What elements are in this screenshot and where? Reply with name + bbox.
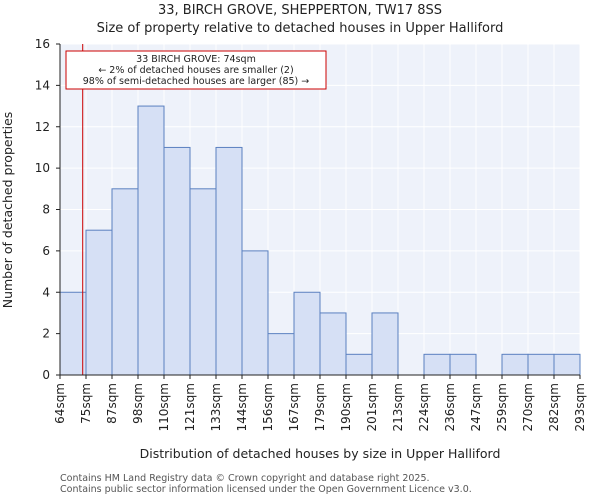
histogram-bar bbox=[85, 229, 113, 376]
x-tick-label: 144sqm bbox=[235, 383, 249, 431]
x-tick-label: 224sqm bbox=[417, 383, 431, 431]
x-tick-label: 247sqm bbox=[469, 383, 483, 431]
x-tick-label: 87sqm bbox=[105, 383, 119, 424]
y-tick-label: 10 bbox=[35, 161, 50, 175]
histogram-bar bbox=[189, 188, 217, 376]
y-tick-label: 16 bbox=[35, 37, 50, 51]
annotation-background bbox=[65, 50, 327, 90]
histogram-bar bbox=[423, 353, 451, 376]
plot-area: 33 BIRCH GROVE: 74sqm ← 2% of detached h… bbox=[35, 37, 587, 431]
y-tick-label: 2 bbox=[42, 327, 50, 341]
y-tick-label: 4 bbox=[42, 285, 50, 299]
annotation-line-2: ← 2% of detached houses are smaller (2) bbox=[98, 65, 293, 76]
histogram-bar bbox=[345, 353, 373, 376]
annotation-line-1: 33 BIRCH GROVE: 74sqm bbox=[136, 54, 256, 65]
histogram-bar bbox=[215, 146, 243, 376]
histogram-bar bbox=[241, 250, 269, 376]
x-tick-label: 293sqm bbox=[573, 383, 587, 431]
x-tick-label: 121sqm bbox=[183, 383, 197, 431]
annotation-line-3: 98% of semi-detached houses are larger (… bbox=[83, 76, 310, 87]
x-tick-label: 156sqm bbox=[261, 383, 275, 431]
x-tick-label: 236sqm bbox=[443, 383, 457, 431]
y-tick-label: 0 bbox=[42, 368, 50, 382]
x-tick-label: 179sqm bbox=[313, 383, 327, 431]
x-tick-label: 98sqm bbox=[131, 383, 145, 424]
x-axis-label: Distribution of detached houses by size … bbox=[140, 446, 501, 461]
x-tick-label: 190sqm bbox=[339, 383, 353, 431]
x-tick-label: 75sqm bbox=[79, 383, 93, 424]
y-tick-label: 12 bbox=[35, 120, 50, 134]
y-tick-label: 6 bbox=[42, 244, 50, 258]
y-axis-ticks: 0 2 4 6 8 10 12 14 16 bbox=[35, 37, 60, 382]
x-axis-ticks: 64sqm 75sqm 87sqm 98sqm 110sqm 121sqm 133sqm 14… bbox=[53, 375, 587, 431]
chart-title: 33, BIRCH GROVE, SHEPPERTON, TW17 8SS bbox=[158, 3, 442, 18]
histogram-bar bbox=[553, 353, 581, 376]
y-tick-label: 8 bbox=[42, 203, 50, 217]
histogram-bar bbox=[137, 105, 165, 376]
x-tick-label: 259sqm bbox=[495, 383, 509, 431]
annotation-box: 33 BIRCH GROVE: 74sqm ← 2% of detached h… bbox=[65, 50, 327, 90]
x-tick-label: 64sqm bbox=[53, 383, 67, 424]
footer-licence: Contains public sector information licen… bbox=[60, 484, 472, 495]
histogram-bar bbox=[111, 188, 139, 376]
x-tick-label: 167sqm bbox=[287, 383, 301, 431]
x-tick-label: 213sqm bbox=[391, 383, 405, 431]
x-tick-label: 133sqm bbox=[209, 383, 223, 431]
x-tick-label: 282sqm bbox=[547, 383, 561, 431]
histogram-bar bbox=[59, 291, 87, 376]
histogram-bar bbox=[163, 146, 191, 376]
histogram-bar bbox=[293, 291, 321, 376]
chart-subtitle: Size of property relative to detached ho… bbox=[97, 21, 504, 36]
x-tick-label: 270sqm bbox=[521, 383, 535, 431]
histogram-bar bbox=[267, 333, 295, 376]
histogram-bar bbox=[501, 353, 529, 376]
bars bbox=[59, 105, 581, 376]
y-tick-label: 14 bbox=[35, 78, 50, 92]
histogram-bar bbox=[527, 353, 555, 376]
x-tick-label: 201sqm bbox=[365, 383, 379, 431]
x-tick-label: 110sqm bbox=[157, 383, 171, 431]
footer-copyright: Contains HM Land Registry data © Crown c… bbox=[60, 473, 430, 484]
histogram-bar bbox=[449, 353, 477, 376]
y-axis-label: Number of detached properties bbox=[0, 112, 15, 309]
histogram-bar bbox=[371, 312, 399, 376]
histogram-bar bbox=[319, 312, 347, 376]
